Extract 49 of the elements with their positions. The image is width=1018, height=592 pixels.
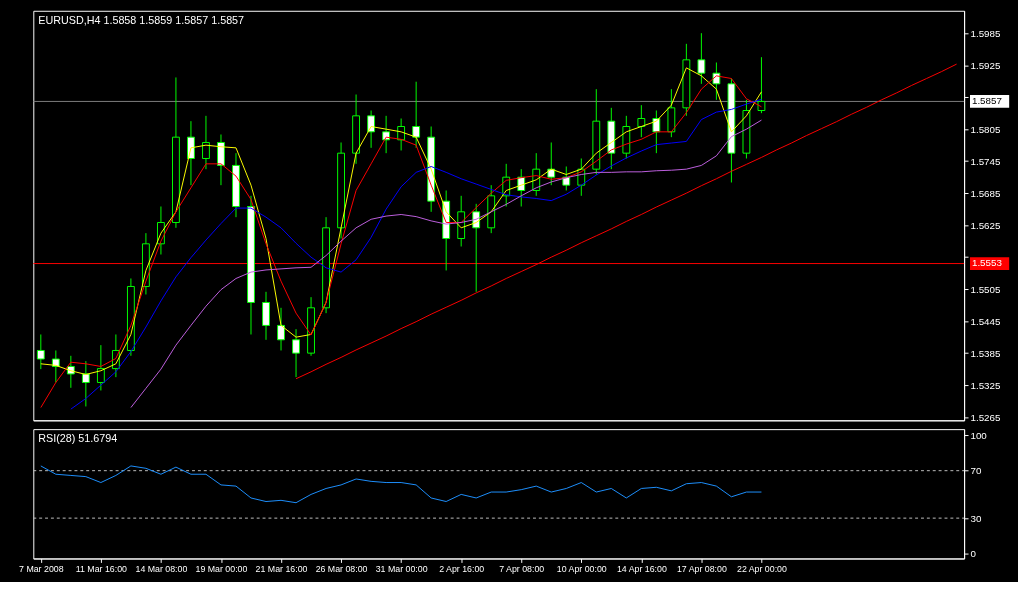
- y-tick-label: 1.5325: [970, 379, 1001, 391]
- candlestick: [637, 104, 646, 138]
- candlestick: [262, 291, 270, 341]
- y-tick-label: 1.5265: [970, 411, 1001, 423]
- y-tick-label: 1.5505: [970, 283, 1001, 295]
- y-tick-label: 30: [970, 512, 982, 524]
- x-tick-label: 26 Mar 08:00: [315, 563, 368, 574]
- x-tick-label: 2 Apr 16:00: [439, 563, 485, 574]
- y-tick-label: 70: [970, 465, 982, 477]
- y-tick-label: 1.5985: [970, 27, 1001, 39]
- y-tick-label: 0: [970, 548, 977, 560]
- ref-line-label: 1.5553: [971, 257, 1003, 269]
- candlestick: [412, 81, 421, 149]
- y-tick-label: 1.5445: [970, 315, 1001, 327]
- x-tick-label: 10 Apr 00:00: [556, 563, 607, 574]
- x-tick-label: 14 Mar 08:00: [135, 563, 188, 574]
- candlestick: [292, 328, 300, 378]
- y-tick-label: 1.5925: [970, 59, 1001, 71]
- x-tick-label: 11 Mar 16:00: [75, 563, 128, 574]
- chart-title: EURUSD,H4 1.5858 1.5859 1.5857 1.5857: [38, 13, 245, 26]
- x-tick-label: 17 Apr 08:00: [676, 563, 727, 574]
- y-tick-label: 1.5805: [970, 123, 1001, 135]
- candlestick: [382, 115, 391, 154]
- candlestick: [81, 360, 90, 407]
- chart-title: RSI(28) 51.6794: [38, 431, 118, 444]
- candlestick: [667, 88, 676, 138]
- candlestick: [277, 307, 285, 351]
- y-tick-label: 1.5385: [970, 347, 1001, 359]
- candlestick: [757, 56, 766, 114]
- x-tick-label: 7 Mar 2008: [19, 563, 64, 574]
- ref-line-label: 1.5857: [971, 95, 1002, 107]
- y-tick-label: 1.5625: [970, 219, 1001, 231]
- candlestick: [697, 32, 706, 85]
- x-tick-label: 7 Apr 08:00: [499, 563, 545, 574]
- candlestick: [217, 134, 225, 186]
- candlestick: [202, 115, 210, 170]
- y-tick-label: 1.5745: [970, 155, 1001, 167]
- x-tick-label: 21 Mar 16:00: [255, 563, 308, 574]
- candlestick: [367, 110, 376, 149]
- x-tick-label: 31 Mar 00:00: [375, 563, 428, 574]
- y-tick-label: 1.5685: [970, 187, 1001, 199]
- x-tick-label: 14 Apr 16:00: [616, 563, 667, 574]
- x-tick-label: 22 Apr 00:00: [736, 563, 787, 574]
- line-series: [130, 119, 762, 409]
- x-tick-label: 19 Mar 00:00: [195, 563, 248, 574]
- candlestick: [36, 333, 45, 370]
- y-tick-label: 100: [970, 429, 988, 441]
- candlestick: [96, 344, 105, 391]
- line-series: [40, 465, 762, 504]
